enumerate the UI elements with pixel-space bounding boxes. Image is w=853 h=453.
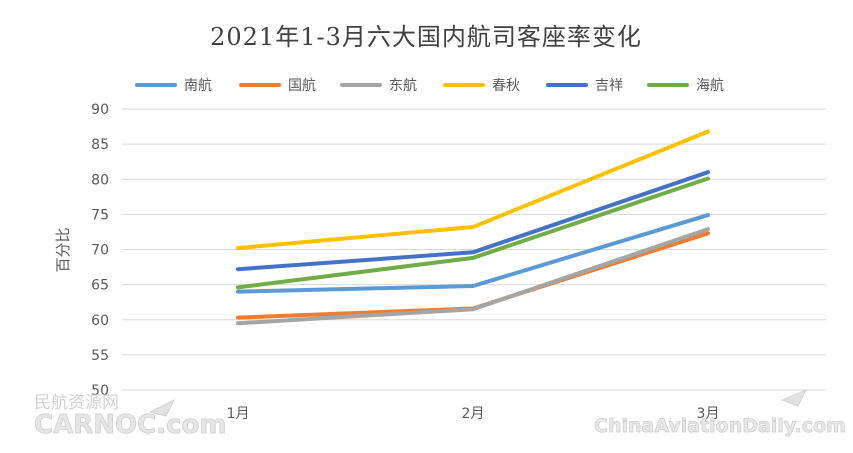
legend-item: 吉祥 [546,78,623,94]
series [236,129,710,326]
legend-item: 国航 [239,78,316,94]
legend-item: 东航 [340,78,417,94]
legend-label: 春秋 [492,78,520,94]
legend-label: 海航 [696,78,724,94]
x-tick-label: 2月 [462,406,485,422]
series-line [236,231,710,320]
watermark-right-en: ChinaAviationDaily.com [594,415,846,437]
watermarks: 民航资源网 CARNOC.com ChinaAviationDaily.com [34,389,846,440]
watermark-plane-icon-right [780,389,807,407]
y-tick-label: 75 [91,207,109,223]
series-line [236,213,710,294]
y-tick-label: 65 [91,278,109,294]
y-tick-label: 55 [91,348,109,364]
y-tick-label: 85 [91,137,109,153]
legend-label: 东航 [389,78,417,94]
y-axis-label: 百分比 [54,227,72,272]
series-line [236,129,710,251]
y-tick-label: 70 [91,243,109,259]
y-tick-label: 60 [91,313,109,329]
x-tick-label: 3月 [697,406,720,422]
y-tick-label: 50 [91,383,109,399]
legend-label: 南航 [184,78,212,94]
legend-item: 南航 [135,78,212,94]
x-tick-label: 1月 [227,406,250,422]
legend-item: 海航 [647,78,724,94]
legend-label: 国航 [288,78,316,94]
legend-item: 春秋 [443,78,520,94]
series-line [236,170,710,272]
y-tick-label: 80 [91,172,109,188]
x-axis: 1月 2月 3月 [227,406,720,422]
grid [122,108,826,391]
watermark-left-en: CARNOC.com [34,410,226,440]
y-axis: 50 55 60 65 70 75 80 85 90 [91,102,109,399]
legend-label: 吉祥 [595,78,623,94]
series-line [236,176,710,290]
watermark-plane-icon-left [148,399,175,417]
legend: 南航 国航 东航 春秋 吉祥 海航 [135,78,724,94]
series-line [236,227,710,326]
watermark-left-cn: 民航资源网 [34,393,119,413]
y-tick-label: 90 [91,102,109,118]
chart-title: 2021年1-3月六大国内航司客座率变化 [210,23,642,51]
